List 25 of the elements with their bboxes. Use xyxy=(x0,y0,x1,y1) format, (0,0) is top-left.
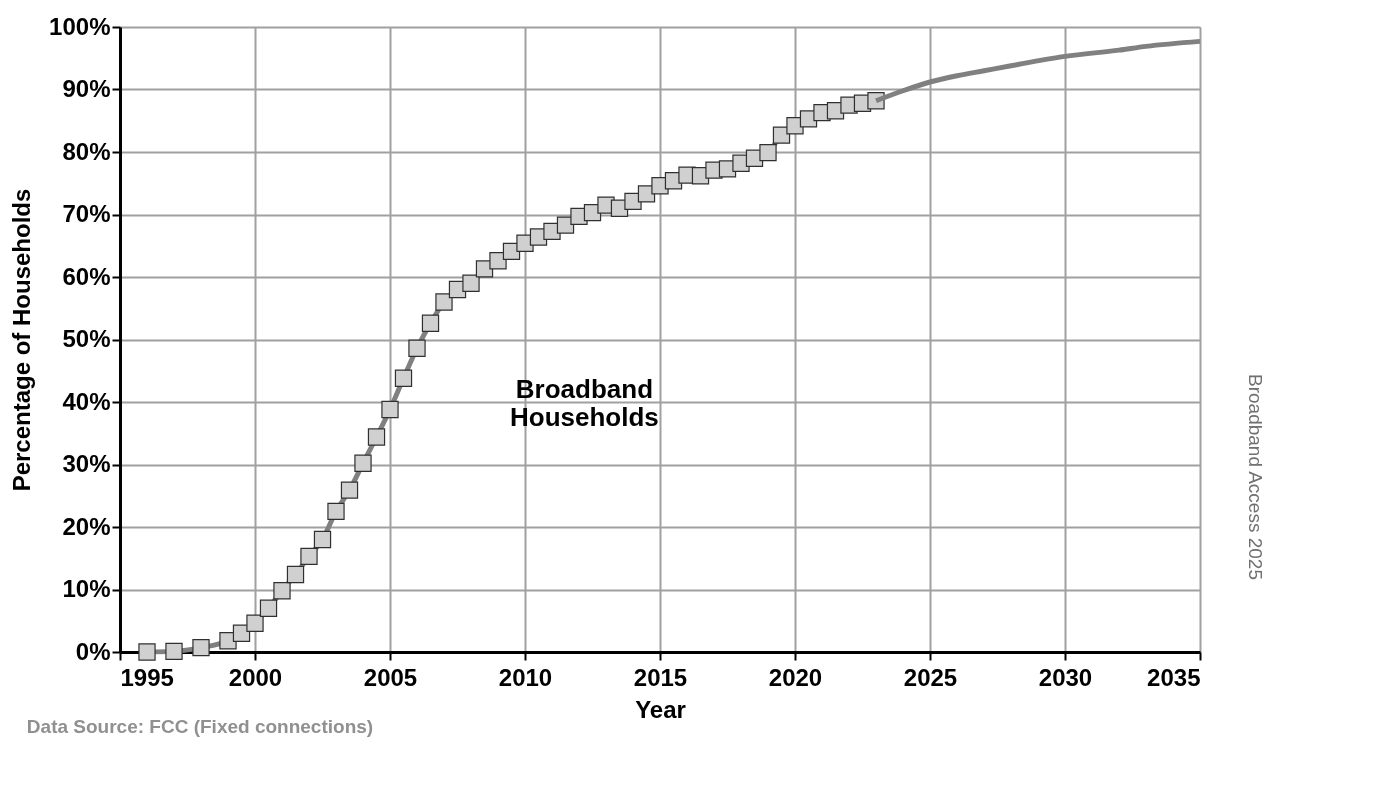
x-tick-label: 2000 xyxy=(228,663,283,691)
x-tick-label: 2025 xyxy=(903,663,958,691)
x-tick-label: 2015 xyxy=(633,663,688,691)
y-tick-label: 100% xyxy=(49,12,111,40)
x-axis-title: Year xyxy=(635,695,686,723)
y-tick-label: 40% xyxy=(62,387,111,415)
annotation: Broadband Households xyxy=(510,373,659,432)
x-tick-label: 1995 xyxy=(120,663,174,691)
y-tick-label: 80% xyxy=(62,137,111,165)
x-tick-label: 2010 xyxy=(498,663,553,691)
y-tick-label: 30% xyxy=(62,450,111,477)
source-note: Data Source: FCC (Fixed connections) xyxy=(26,716,374,737)
y-tick-label: 70% xyxy=(62,200,111,227)
y-tick-label: 90% xyxy=(62,75,111,102)
y-tick-label: 50% xyxy=(62,325,111,352)
y-tick-label: 60% xyxy=(62,262,111,290)
y-tick-label: 0% xyxy=(75,637,111,665)
y-tick-label: 10% xyxy=(62,575,111,602)
x-tick-label: 2035 xyxy=(1147,663,1201,691)
y-tick-label: 20% xyxy=(62,512,111,540)
x-tick-label: 2005 xyxy=(363,663,418,691)
y-axis-title: Percentage of Households xyxy=(8,188,36,492)
x-tick-label: 2030 xyxy=(1038,663,1093,691)
x-tick-label: 2020 xyxy=(768,663,823,691)
text: Broadband Access 2025 xyxy=(1245,374,1266,580)
